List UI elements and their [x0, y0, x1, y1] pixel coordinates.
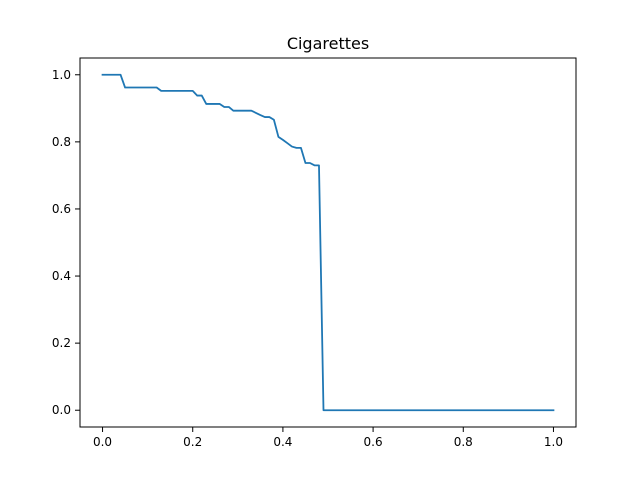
x-tick-label: 0.6	[364, 435, 383, 449]
x-tick-label: 0.0	[93, 435, 112, 449]
x-tick-label: 0.8	[454, 435, 473, 449]
x-axis: 0.0 0.2 0.4 0.6 0.8 1.0	[93, 427, 563, 449]
y-axis: 0.0 0.2 0.4 0.6 0.8 1.0	[52, 68, 80, 417]
y-tick-label: 0.6	[52, 202, 71, 216]
y-tick-label: 0.8	[52, 135, 71, 149]
y-tick-label: 1.0	[52, 68, 71, 82]
y-tick-label: 0.2	[52, 336, 71, 350]
y-tick-label: 0.4	[52, 269, 71, 283]
x-tick-label: 1.0	[544, 435, 563, 449]
x-tick-label: 0.2	[183, 435, 202, 449]
plot-area	[101, 73, 555, 412]
y-tick-label: 0.0	[52, 403, 71, 417]
chart-title: Cigarettes	[287, 34, 369, 53]
axes-frame	[79, 57, 577, 428]
series-line-0	[101, 73, 555, 412]
x-tick-label: 0.4	[273, 435, 292, 449]
